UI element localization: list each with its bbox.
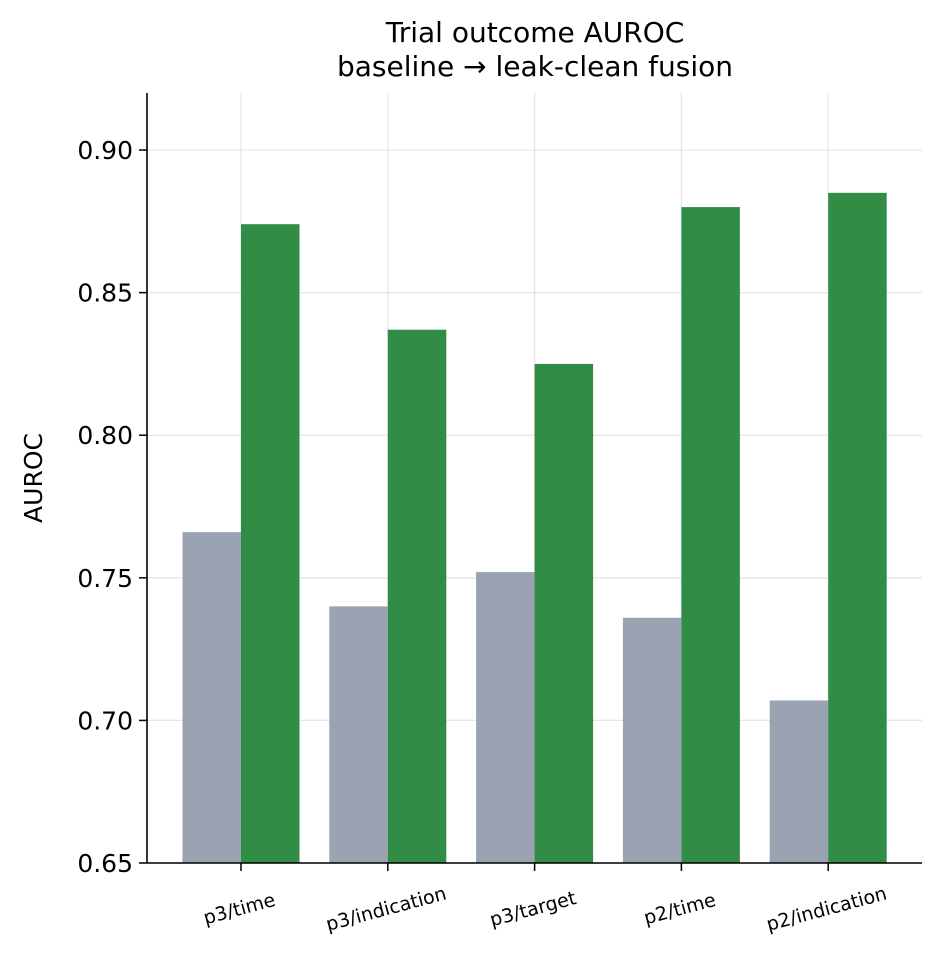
y-tick-label: 0.80 (77, 421, 133, 450)
y-tick-label: 0.65 (77, 849, 133, 878)
x-tick-label: p3/indication (324, 883, 449, 936)
bar-p3-indication-series-0 (329, 606, 388, 863)
bar-p3-time-series-0 (182, 532, 241, 863)
y-tick-label: 0.70 (77, 706, 133, 735)
y-tick-label: 0.90 (77, 136, 133, 165)
x-tick-label: p3/target (488, 887, 579, 931)
bar-p3-target-series-1 (534, 363, 594, 863)
bar-p3-target-series-0 (476, 572, 535, 863)
y-ticks: 0.65 0.70 0.75 0.80 0.85 0.90 (77, 136, 147, 878)
chart-subtitle: baseline → leak-clean fusion (337, 50, 733, 83)
y-tick-label: 0.85 (77, 279, 133, 308)
x-ticks: p3/time p3/indication p3/target p2/time p2/i… (201, 863, 889, 936)
x-tick-label: p2/indication (764, 883, 889, 936)
bar-p2-indication-series-1 (828, 192, 887, 863)
bar-p2-time-series-0 (622, 617, 682, 863)
bar-p3-time-series-1 (241, 224, 300, 863)
x-tick-label: p2/time (642, 889, 719, 929)
chart-title: Trial outcome AUROC (385, 16, 685, 49)
bar-p3-indication-series-1 (387, 329, 447, 863)
bar-p2-time-series-1 (681, 207, 740, 863)
y-tick-label: 0.75 (77, 564, 133, 593)
bar-p2-indication-series-0 (769, 700, 829, 863)
x-tick-label: p3/time (201, 889, 278, 929)
bars (182, 192, 887, 863)
y-axis-label: AUROC (19, 433, 48, 523)
